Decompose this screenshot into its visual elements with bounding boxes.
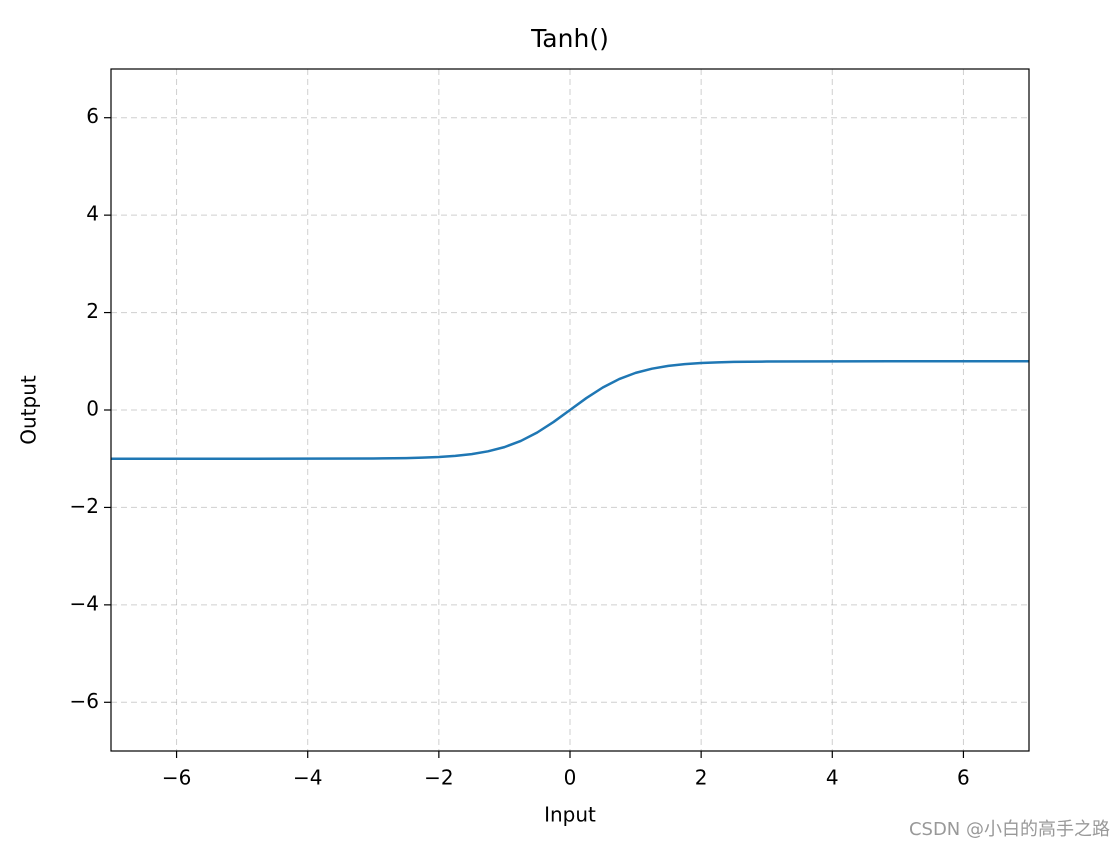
y-tick-label: −2 [70, 494, 99, 518]
y-tick-label: −6 [70, 689, 99, 713]
y-tick-label: 6 [86, 104, 99, 128]
x-axis-label: Input [544, 803, 596, 827]
y-tick-label: 4 [86, 202, 99, 226]
watermark: CSDN @小白的高手之路 [909, 819, 1110, 840]
x-tick-label: −2 [424, 766, 453, 790]
x-tick-label: −4 [293, 766, 322, 790]
x-tick-label: 2 [695, 766, 708, 790]
x-tick-label: 4 [826, 766, 839, 790]
plot-frame [110, 68, 1030, 752]
y-tick-label: 0 [86, 397, 99, 421]
line [111, 360, 1029, 460]
x-tick-label: −6 [162, 766, 191, 790]
chart-title: Tanh() [530, 24, 609, 53]
y-axis-label: Output [17, 375, 41, 445]
x-tick-label: 6 [957, 766, 970, 790]
x-tick-label: 0 [564, 766, 577, 790]
y-tick-label: −4 [70, 591, 99, 615]
y-tick-label: 2 [86, 299, 99, 323]
